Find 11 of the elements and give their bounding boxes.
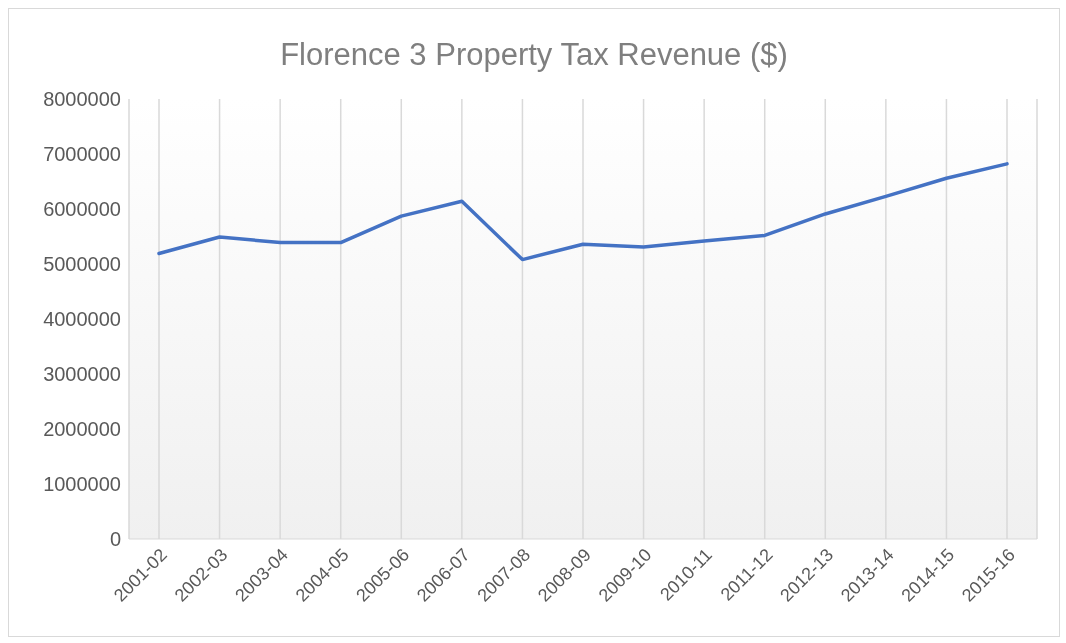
y-tick-label: 4000000 [43, 308, 121, 331]
y-tick-label: 3000000 [43, 363, 121, 386]
y-tick-label: 6000000 [43, 198, 121, 221]
y-tick-label: 1000000 [43, 473, 121, 496]
y-tick-label: 0 [109, 528, 121, 551]
y-tick-label: 7000000 [43, 143, 121, 166]
y-tick-label: 8000000 [43, 88, 121, 111]
y-tick-label: 2000000 [43, 418, 121, 441]
y-tick-label: 5000000 [43, 253, 121, 276]
line-series [157, 162, 1009, 262]
chart-title: Florence 3 Property Tax Revenue ($) [279, 36, 789, 74]
